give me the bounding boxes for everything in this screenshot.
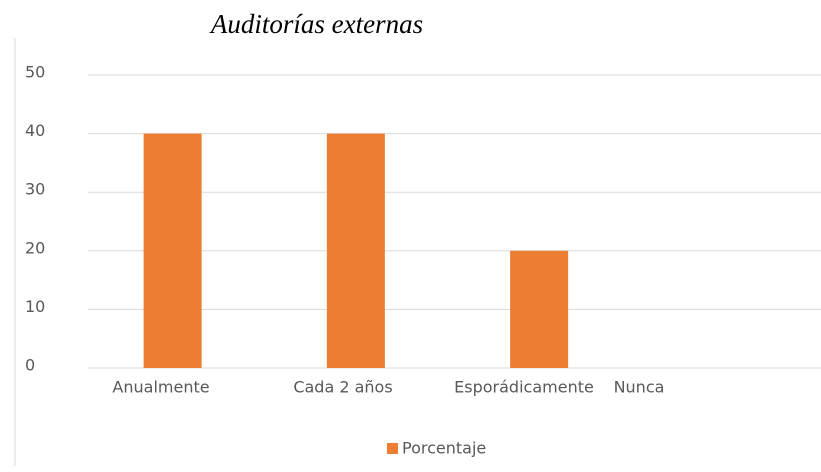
chart-title: Auditorías externas: [209, 9, 423, 39]
x-tick-label: Nunca: [614, 378, 665, 397]
bar: [510, 250, 569, 368]
y-tick-label: 0: [25, 356, 35, 375]
x-tick-label: Cada 2 años: [293, 378, 392, 397]
x-tick-label: Anualmente: [112, 378, 209, 397]
y-tick-label: 40: [25, 121, 45, 140]
bar: [143, 133, 202, 368]
bar: [326, 133, 385, 368]
y-tick-label: 10: [25, 297, 45, 316]
y-tick-label: 20: [25, 238, 45, 257]
y-tick-label: 30: [25, 180, 45, 199]
x-tick-label: Esporádicamente: [454, 378, 594, 397]
legend-swatch: [387, 443, 398, 454]
legend-label: Porcentaje: [402, 439, 486, 458]
y-tick-label: 50: [25, 63, 45, 82]
